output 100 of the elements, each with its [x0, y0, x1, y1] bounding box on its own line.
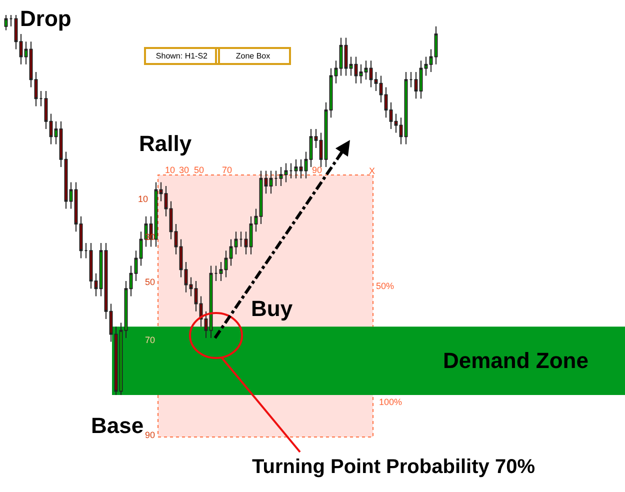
candlestick [94, 272, 98, 297]
candlestick [124, 280, 128, 338]
candlestick [164, 186, 168, 217]
annotation: 50% [376, 281, 394, 291]
candlestick [264, 170, 268, 194]
annotation: 50 [145, 277, 156, 287]
candlestick [79, 216, 83, 259]
candlestick [89, 242, 93, 290]
candlestick [279, 166, 283, 186]
candlestick [409, 72, 413, 88]
candlestick [254, 208, 258, 232]
candlestick [234, 231, 238, 255]
candlestick [34, 72, 38, 107]
candlestick [274, 170, 278, 186]
candlestick [404, 72, 408, 145]
candlestick [224, 250, 228, 278]
candlestick [394, 113, 398, 134]
annotation: Zone Box [236, 52, 270, 60]
annotation: Rally [139, 131, 192, 156]
text: 100% [379, 397, 402, 407]
candlestick [159, 182, 163, 202]
candlestick [219, 262, 223, 282]
candlestick [374, 72, 378, 92]
candlestick [9, 14, 13, 27]
candlestick [389, 102, 393, 130]
annotation: X [369, 166, 376, 176]
candlestick [324, 102, 328, 168]
candlestick [354, 56, 358, 84]
candlestick [64, 151, 68, 210]
candlestick [29, 41, 33, 88]
candlestick [139, 231, 143, 266]
annotation: Shown: H1-S2 [156, 52, 208, 60]
annotation: 10 [138, 194, 148, 204]
candlestick [259, 170, 263, 224]
candlestick [424, 56, 428, 76]
annotation: Buy [251, 296, 294, 321]
annotation: 90 [312, 165, 322, 175]
candlestick [369, 60, 373, 88]
candlestick [294, 158, 298, 179]
candlestick [364, 60, 368, 80]
annotation: 30 [145, 232, 156, 242]
candlestick [289, 162, 293, 179]
candlestick [329, 68, 333, 118]
band-label: Demand Zone [443, 348, 588, 373]
candlestick [299, 158, 303, 179]
candlestick [249, 216, 253, 255]
candlestick [204, 310, 208, 338]
candlestick [429, 48, 433, 72]
candlestick [419, 60, 423, 100]
annotation: Drop [20, 6, 72, 31]
candlestick [314, 128, 318, 148]
candlestick [154, 182, 158, 248]
candlestick [304, 151, 308, 179]
candlestick [269, 170, 273, 194]
candlestick [114, 326, 118, 396]
candlestick [44, 90, 48, 130]
candlestick [84, 242, 88, 259]
candlestick [69, 182, 73, 210]
candlestick [74, 182, 78, 232]
candlestick [334, 60, 338, 84]
annotation: 10 [165, 165, 176, 175]
annotation: 50 [194, 165, 204, 175]
candlestick [4, 14, 8, 31]
candlestick [339, 37, 343, 76]
candlestick [54, 120, 58, 145]
candlestick [109, 303, 113, 342]
candlestick [174, 224, 178, 255]
candlestick [39, 90, 43, 107]
candlestick [434, 26, 438, 65]
text: 90 [145, 430, 156, 440]
annotation: 30 [179, 165, 190, 175]
candlestick [49, 113, 53, 145]
annotation: 70 [145, 335, 156, 345]
text: Base [91, 413, 144, 438]
candlestick [214, 265, 218, 282]
candlestick [309, 128, 313, 168]
candlestick [24, 41, 28, 65]
candlestick [244, 231, 248, 255]
candlestick [384, 86, 388, 118]
candlestick [229, 238, 233, 266]
candlestick [19, 34, 23, 65]
text: Turning Point Probability 70% [252, 456, 536, 478]
candlestick [239, 231, 243, 248]
candlestick [399, 117, 403, 145]
candlestick [349, 56, 353, 76]
candlestick [14, 14, 18, 50]
candlestick [379, 75, 383, 103]
candlestick [359, 64, 363, 84]
candlestick [134, 250, 138, 282]
candlestick [184, 262, 188, 293]
annotation: 70 [222, 165, 232, 175]
candlestick [99, 242, 103, 297]
candlestick [284, 162, 288, 183]
candlestick [189, 276, 193, 297]
candlestick [414, 72, 418, 100]
candlestick [179, 238, 183, 278]
candlestick [194, 280, 198, 312]
candlestick [344, 37, 348, 76]
candlestick [319, 132, 323, 168]
candlestick [129, 265, 133, 297]
